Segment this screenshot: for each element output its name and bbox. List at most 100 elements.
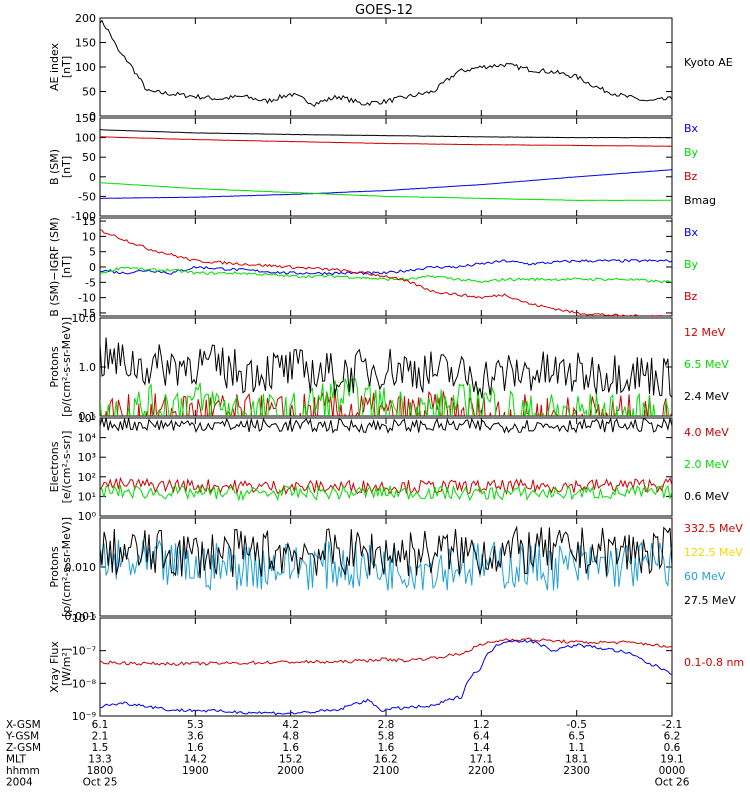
y-tick-label: 10.0 (72, 312, 97, 325)
time-axis-table: X-GSM 6.1 5.3 4.2 2.8 1.2 -0.5 -2.1 Y-GSM 2.1 3.6 4… (5, 719, 690, 789)
row-label-mlt: MLT (6, 754, 26, 766)
y-tick-label: 150 (75, 112, 96, 125)
y-tick-label: -10 (78, 292, 96, 305)
legend-0-6-mev: 0.6 MeV (684, 490, 729, 503)
row-value: 13.3 (88, 754, 111, 766)
y-axis-unit: [nT] (60, 156, 73, 178)
legend-27-5-mev: 27.5 MeV (684, 594, 736, 607)
row-value: 6.4 (473, 731, 490, 743)
series-line-0-05-0-3-nm (100, 639, 672, 716)
y-tick-label: 10 (82, 230, 96, 243)
legend-kyoto-ae: Kyoto AE (684, 56, 733, 69)
y-tick-label: 150 (75, 37, 96, 50)
date-end: Oct 26 (655, 777, 690, 789)
series-line-bz (100, 136, 672, 147)
y-tick-label: -5 (85, 276, 96, 289)
legend-2-0-mev: 2.0 MeV (684, 458, 729, 471)
y-tick-label: 15 (82, 215, 96, 228)
legend-bz: Bz (684, 170, 698, 183)
y-axis-label: Protons (48, 546, 61, 587)
legend-bz: Bz (684, 290, 698, 303)
panel-frame (99, 517, 673, 617)
y-axis-unit: [nT] (60, 56, 73, 78)
row-value: 18.1 (565, 754, 588, 766)
row-value: 5.8 (378, 731, 395, 743)
series-line-6-5-mev (100, 378, 670, 416)
row-value: 17.1 (470, 754, 493, 766)
y-tick-label: 10⁵ (78, 412, 96, 425)
y-tick-label: 10⁰ (78, 510, 97, 523)
row-value: 1.2 (473, 719, 490, 731)
y-axis-label: B (SM)−IGRF (SM) (48, 217, 61, 317)
legend-by: By (684, 258, 699, 271)
row-value: 4.8 (282, 731, 299, 743)
row-value: -2.1 (662, 719, 683, 731)
series-line-by (100, 266, 672, 284)
legend-60-mev: 60 MeV (684, 570, 726, 583)
series-line-2-0-mev (100, 484, 672, 502)
series-line-kyoto-ae (100, 19, 672, 107)
series-line-bx (100, 169, 672, 199)
series-line-60-mev (100, 539, 672, 592)
row-value: -0.5 (566, 719, 587, 731)
legend-bx: Bx (684, 226, 699, 239)
legend-bx: Bx (684, 122, 699, 135)
y-tick-label: 5 (89, 246, 96, 259)
row-value: 1.1 (568, 742, 585, 754)
row-value: 4.2 (282, 719, 299, 731)
legend-2-4-mev: 2.4 MeV (684, 390, 729, 403)
y-axis-label: Xray Flux (48, 641, 61, 693)
row-value: 1.6 (378, 742, 395, 754)
y-tick-label: 10³ (78, 451, 96, 464)
panel-6: 0.001 0.010 Protons [p/(cm²-s-sr-MeV)] 332.5… (48, 517, 743, 623)
y-tick-label: 10¹ (78, 490, 96, 503)
y-tick-label: 200 (75, 12, 96, 25)
y-axis-unit: [e/(cm²-s-sr)] (60, 431, 73, 504)
y-tick-label: 50 (82, 86, 96, 99)
row-value: 5.3 (187, 719, 204, 731)
row-value: 1.6 (282, 742, 299, 754)
row-value: 1.4 (473, 742, 490, 754)
year-label: 2004 (6, 777, 33, 789)
row-value: 2000 (277, 765, 304, 777)
y-tick-label: 0.1 (79, 410, 97, 423)
y-tick-label: 10⁻⁸ (72, 677, 97, 690)
series-line-0-6-mev (100, 418, 672, 434)
panel-frame (99, 17, 673, 117)
legend-4-0-mev: 4.0 MeV (684, 426, 729, 439)
legend-122-5-mev: 122.5 MeV (684, 546, 743, 559)
series-line-4-0-mev (100, 476, 672, 496)
y-tick-label: -15 (78, 307, 96, 320)
row-value: 2300 (563, 765, 590, 777)
series-line-27-5-mev (100, 525, 672, 579)
y-axis-label: Protons (48, 346, 61, 387)
y-tick-label: 10⁻⁹ (72, 710, 96, 723)
row-label-hhmm: hhmm (6, 765, 40, 777)
y-axis-unit: [p/(cm²-s-sr-MeV)] (60, 317, 73, 417)
row-value: 1.6 (187, 742, 204, 754)
y-tick-label: 10² (78, 471, 96, 484)
row-value: 19.1 (660, 754, 683, 766)
series-line-0-1-0-8-nm (100, 637, 672, 666)
y-axis-unit: [nT] (60, 256, 73, 278)
panel-frame (99, 217, 673, 317)
row-value: 6.5 (568, 731, 585, 743)
legend-0-05-0-3-nm: 0.05-0.3 nm (684, 0, 750, 3)
y-axis-unit: [W/m²] (60, 648, 73, 686)
series-line-bmag (100, 129, 672, 139)
y-tick-label: 0 (89, 110, 96, 123)
series-line-by (100, 182, 672, 201)
y-tick-label: 100 (75, 61, 96, 74)
legend-bmag: Bmag (684, 194, 716, 207)
y-tick-label: 10⁻⁶ (72, 612, 97, 625)
row-value: 6.2 (664, 731, 681, 743)
row-value: 2200 (468, 765, 495, 777)
row-value: 1.5 (92, 742, 109, 754)
legend-by: By (684, 146, 699, 159)
row-value: 16.2 (374, 754, 397, 766)
row-value: 15.2 (279, 754, 302, 766)
y-tick-label: 0.001 (65, 610, 97, 623)
panel-7: 10⁻⁹ 10⁻⁸ 10⁻⁷ 10⁻⁶ Xray Flux [W/m²] 0.1-0.8 n… (48, 0, 750, 723)
